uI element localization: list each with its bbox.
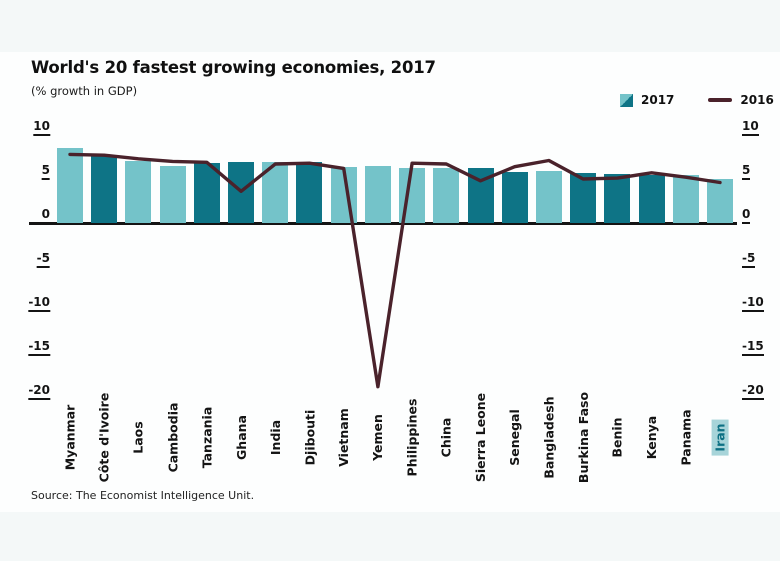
y-tick-left: -5 — [36, 251, 50, 268]
chart-title: World's 20 fastest growing economies, 20… — [31, 58, 436, 77]
y-tick-right: 5 — [742, 163, 751, 180]
bar-2017-senegal — [501, 171, 528, 223]
bar-2017-cambodia — [159, 165, 186, 223]
y-tick-left: 5 — [41, 163, 50, 180]
legend: 2017 2016 — [620, 92, 774, 108]
bar-2017-iran — [706, 179, 733, 223]
bar-2017-laos — [125, 161, 152, 223]
legend-2017-label: 2017 — [641, 93, 675, 107]
y-tick-left: 10 — [33, 119, 50, 136]
x-label-box: Iran — [660, 377, 780, 497]
y-tick-left: -20 — [28, 383, 50, 400]
y-tick-right: -10 — [742, 295, 764, 312]
bar-2017-philippines — [399, 167, 426, 223]
bar-2017-yemen — [364, 165, 391, 223]
bar-2017-india — [262, 162, 289, 223]
legend-2016-label: 2016 — [740, 93, 774, 107]
bar-2017-china — [433, 168, 460, 223]
legend-2017-swatch-icon — [620, 93, 633, 107]
bar-2017-bangladesh — [535, 171, 562, 223]
bar-2017-kenya — [638, 175, 665, 223]
y-tick-right: -5 — [742, 251, 756, 268]
bar-2017-panama — [672, 174, 699, 223]
country-label-iran: Iran — [711, 418, 729, 456]
bar-2017-burkina-faso — [570, 172, 597, 223]
legend-2016-line-icon — [708, 98, 733, 102]
y-tick-right: 10 — [742, 119, 759, 136]
bar-2017-myanmar — [57, 148, 83, 223]
y-tick-right: 0 — [742, 207, 751, 224]
bar-2017-sierra-leone — [467, 168, 494, 223]
bar-2017-djibouti — [296, 162, 323, 223]
bar-2017-c-te-d-ivoire — [91, 156, 118, 223]
y-tick-left: -10 — [28, 295, 50, 312]
bar-2017-benin — [604, 173, 631, 223]
y-tick-right: -15 — [742, 339, 764, 356]
chart-subtitle: (% growth in GDP) — [31, 84, 138, 98]
bar-2017-ghana — [228, 162, 255, 223]
source-note: Source: The Economist Intelligence Unit. — [31, 489, 255, 502]
bar-2017-tanzania — [193, 163, 220, 223]
bar-2017-vietnam — [330, 166, 357, 223]
y-tick-left: -15 — [28, 339, 50, 356]
y-tick-right: -20 — [742, 383, 764, 400]
